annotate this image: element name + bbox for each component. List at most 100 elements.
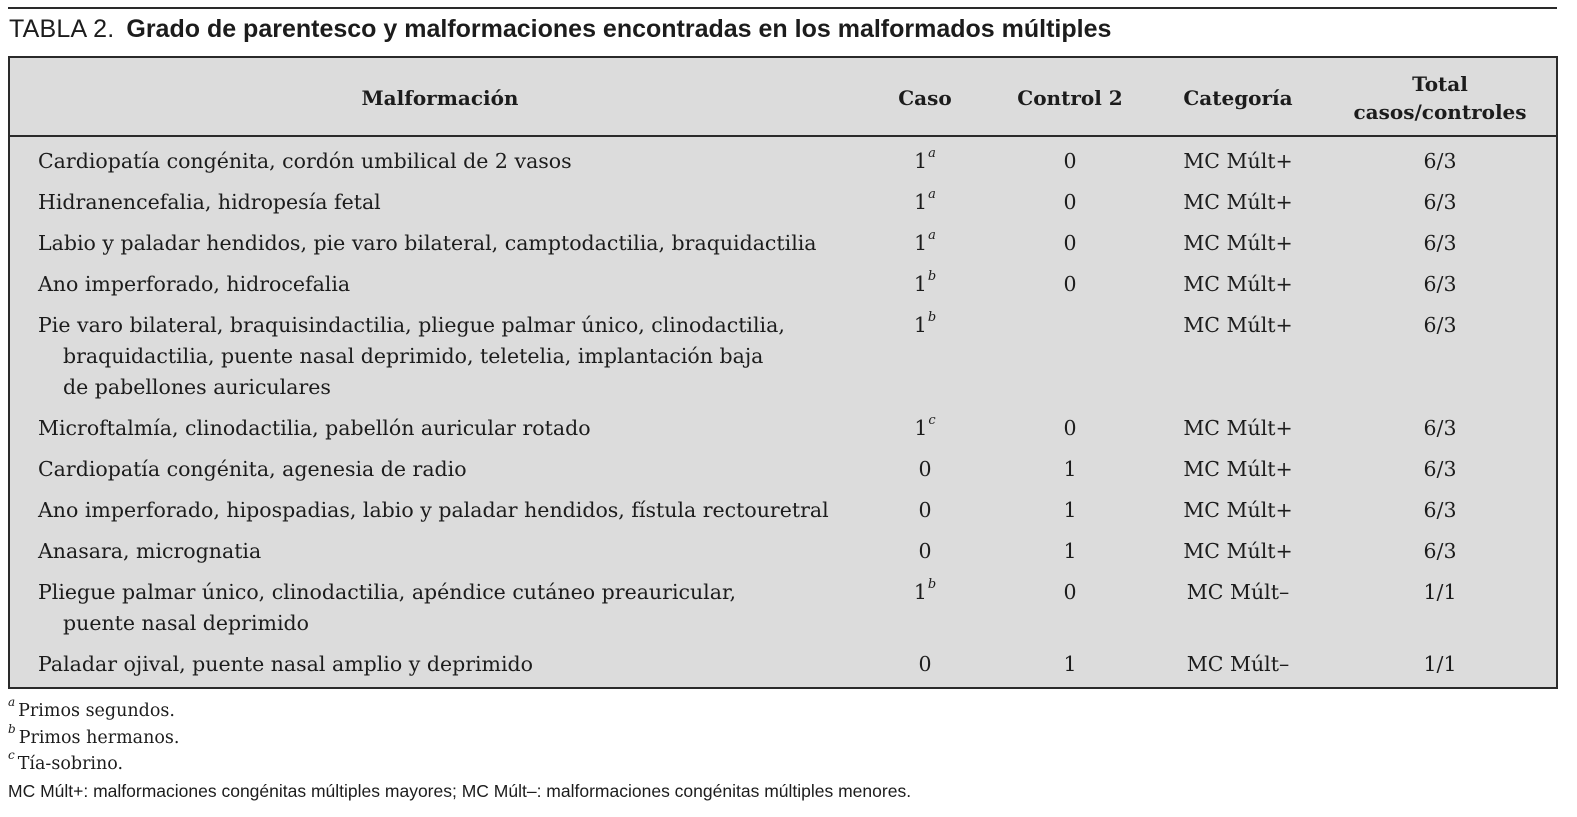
footnote-b-text: Primos hermanos. xyxy=(18,727,180,748)
malformacion-line: Ano imperforado, hidrocefalia xyxy=(38,272,351,296)
header-control: Control 2 xyxy=(1017,86,1123,110)
cell-control: 0 xyxy=(1063,149,1077,173)
caso-footnote-mark: a xyxy=(928,146,936,162)
malformacion-line: Labio y paladar hendidos, pie varo bilat… xyxy=(38,231,817,255)
cell-categoria: MC Múlt+ xyxy=(1183,539,1293,563)
cell-control: 0 xyxy=(1063,272,1077,296)
caso-footnote-mark: b xyxy=(927,269,937,285)
footnote-c-mark: c xyxy=(8,748,15,763)
top-rule xyxy=(8,7,1557,9)
footnote-c-text: Tía-sobrino. xyxy=(17,754,124,774)
cell-caso: 0 xyxy=(870,536,980,567)
cell-malformacion: Pliegue palmar único, clinodactilia, apé… xyxy=(38,577,736,639)
footnote-b: b Primos hermanos. xyxy=(8,721,911,752)
malformacion-line: Paladar ojival, puente nasal amplio y de… xyxy=(38,652,534,676)
malformacion-line: Microftalmía, clinodactilia, pabellón au… xyxy=(38,416,591,440)
cell-control: 1 xyxy=(1063,498,1077,522)
cell-caso: 1a xyxy=(870,146,980,177)
cell-total: 1/1 xyxy=(1423,580,1457,604)
caso-value: 0 xyxy=(918,457,932,481)
caso-footnote-mark: c xyxy=(928,413,936,429)
header-categoria: Categoría xyxy=(1183,86,1293,110)
footnote-b-mark: b xyxy=(8,721,16,736)
cell-total: 6/3 xyxy=(1423,231,1457,255)
cell-control: 0 xyxy=(1063,416,1077,440)
cell-total: 6/3 xyxy=(1423,149,1457,173)
table-title: TABLA 2. Grado de parentesco y malformaci… xyxy=(9,13,1111,45)
malformacion-line: Ano imperforado, hipospadias, labio y pa… xyxy=(38,498,829,522)
cell-caso: 1a xyxy=(870,187,980,218)
cell-malformacion: Cardiopatía congénita, agenesia de radio xyxy=(38,454,467,485)
caso-footnote-mark: b xyxy=(927,577,937,593)
cell-caso: 1b xyxy=(870,269,980,300)
malformacion-line: de pabellones auriculares xyxy=(63,375,331,399)
cell-caso: 0 xyxy=(870,495,980,526)
malformacion-line: braquidactilia, puente nasal deprimido, … xyxy=(63,344,764,368)
caso-footnote-mark: b xyxy=(927,310,937,326)
cell-categoria: MC Múlt+ xyxy=(1183,416,1293,440)
cell-categoria: MC Múlt– xyxy=(1186,652,1290,676)
malformacion-line: Cardiopatía congénita, cordón umbilical … xyxy=(38,149,572,173)
cell-categoria: MC Múlt+ xyxy=(1183,190,1293,214)
caso-value: 1 xyxy=(913,272,927,296)
cell-control: 1 xyxy=(1063,652,1077,676)
malformacion-line: Cardiopatía congénita, agenesia de radio xyxy=(38,457,467,481)
caso-value: 1 xyxy=(914,190,928,214)
header-caso: Caso xyxy=(898,86,952,110)
cell-total: 6/3 xyxy=(1423,539,1457,563)
table-header: Malformación Caso Control 2 Categoría To… xyxy=(10,58,1556,137)
cell-control: 1 xyxy=(1063,539,1077,563)
caso-value: 1 xyxy=(914,416,928,440)
footnote-a-mark: a xyxy=(8,695,16,710)
caso-value: 0 xyxy=(918,539,932,563)
cell-categoria: MC Múlt– xyxy=(1186,580,1290,604)
footnote-c: c Tía-sobrino. xyxy=(8,748,911,778)
cell-caso: 1b xyxy=(870,310,980,341)
footnotes: a Primos segundos. b Primos hermanos. c Tía… xyxy=(8,695,912,804)
cell-categoria: MC Múlt+ xyxy=(1183,457,1293,481)
table-caption: Grado de parentesco y malformaciones enc… xyxy=(126,15,1112,43)
footnote-abbreviations: MC Múlt+: malformaciones congénitas múlt… xyxy=(8,780,912,801)
cell-categoria: MC Múlt+ xyxy=(1183,272,1293,296)
header-total: Total casos/controles xyxy=(1350,70,1530,126)
cell-total: 6/3 xyxy=(1423,416,1457,440)
malformacion-line: puente nasal deprimido xyxy=(63,611,309,635)
caso-value: 1 xyxy=(913,580,927,604)
caso-footnote-mark: a xyxy=(928,187,936,203)
caso-value: 1 xyxy=(914,231,928,255)
cell-categoria: MC Múlt+ xyxy=(1183,231,1293,255)
malformacion-line: Hidranencefalia, hidropesía fetal xyxy=(38,190,381,214)
caso-value: 0 xyxy=(918,652,932,676)
cell-malformacion: Ano imperforado, hipospadias, labio y pa… xyxy=(38,495,829,526)
cell-total: 1/1 xyxy=(1423,652,1457,676)
cell-control: 0 xyxy=(1063,190,1077,214)
cell-caso: 0 xyxy=(870,649,980,680)
cell-total: 6/3 xyxy=(1423,272,1457,296)
table-number: TABLA 2. xyxy=(9,15,115,43)
cell-caso: 1a xyxy=(870,228,980,259)
data-table: Malformación Caso Control 2 Categoría To… xyxy=(8,56,1558,689)
cell-caso: 1c xyxy=(870,413,980,444)
cell-caso: 0 xyxy=(870,454,980,485)
cell-malformacion: Anasara, micrognatia xyxy=(38,536,261,567)
malformacion-line: Pliegue palmar único, clinodactilia, apé… xyxy=(38,580,737,604)
cell-malformacion: Paladar ojival, puente nasal amplio y de… xyxy=(38,649,533,680)
cell-total: 6/3 xyxy=(1423,498,1457,522)
caso-footnote-mark: a xyxy=(928,228,936,244)
cell-total: 6/3 xyxy=(1423,313,1457,337)
cell-categoria: MC Múlt+ xyxy=(1183,498,1293,522)
cell-control: 1 xyxy=(1063,457,1077,481)
cell-malformacion: Cardiopatía congénita, cordón umbilical … xyxy=(38,146,572,177)
cell-caso: 1b xyxy=(870,577,980,608)
cell-total: 6/3 xyxy=(1423,457,1457,481)
cell-malformacion: Ano imperforado, hidrocefalia xyxy=(38,269,350,300)
cell-categoria: MC Múlt+ xyxy=(1183,149,1293,173)
footnote-a-text: Primos segundos. xyxy=(18,701,175,721)
cell-malformacion: Microftalmía, clinodactilia, pabellón au… xyxy=(38,413,591,444)
header-malformacion: Malformación xyxy=(361,86,519,110)
header-total-line2: casos/controles xyxy=(1353,100,1527,124)
cell-malformacion: Hidranencefalia, hidropesía fetal xyxy=(38,187,381,218)
caso-value: 1 xyxy=(914,149,928,173)
cell-malformacion: Labio y paladar hendidos, pie varo bilat… xyxy=(38,228,817,259)
malformacion-line: Pie varo bilateral, braquisindactilia, p… xyxy=(38,313,785,337)
